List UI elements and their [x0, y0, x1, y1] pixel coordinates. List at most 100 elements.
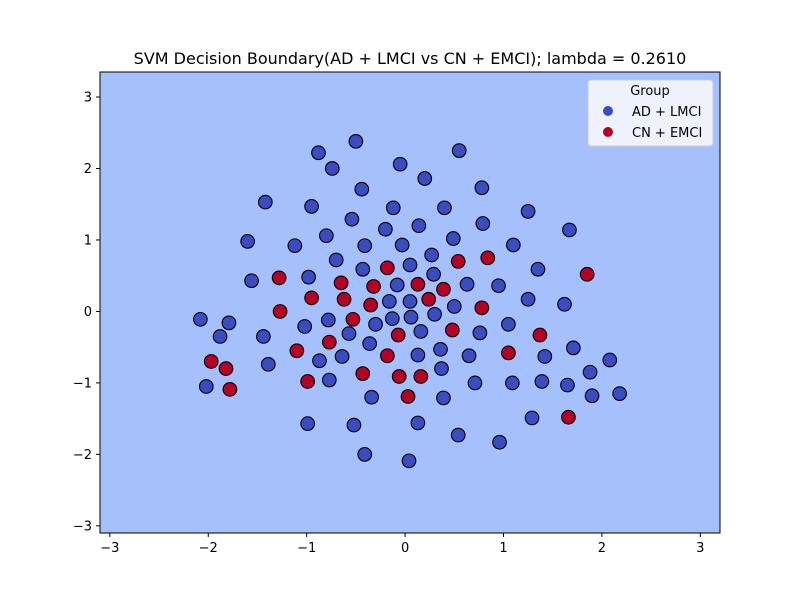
point-cn-emci: [391, 369, 407, 384]
point-ad-lmci: [445, 231, 461, 246]
point-ad-lmci: [417, 171, 433, 186]
point-ad-lmci: [505, 237, 521, 253]
point-ad-lmci: [357, 447, 373, 462]
point-cn-emci: [271, 270, 287, 286]
point-ad-lmci: [364, 389, 379, 405]
point-ad-lmci: [301, 269, 316, 285]
point-cn-emci: [222, 381, 238, 397]
point-ad-lmci: [411, 218, 427, 234]
point-ad-lmci: [437, 200, 452, 216]
point-ad-lmci: [602, 352, 618, 368]
point-ad-lmci: [491, 278, 506, 294]
point-cn-emci: [355, 366, 371, 381]
point-ad-lmci: [212, 329, 228, 344]
point-ad-lmci: [304, 199, 319, 214]
point-cn-emci: [380, 348, 395, 364]
point-ad-lmci: [472, 325, 488, 341]
point-ad-lmci: [446, 299, 462, 314]
point-cn-emci: [400, 389, 416, 404]
point-cn-emci: [366, 279, 381, 294]
point-ad-lmci: [381, 294, 397, 309]
point-ad-lmci: [402, 257, 418, 273]
point-ad-lmci: [221, 315, 237, 331]
point-cn-emci: [300, 374, 316, 389]
point-cn-emci: [444, 322, 460, 338]
point-cn-emci: [289, 343, 305, 359]
chart-title: SVM Decision Boundary(AD + LMCI vs CN + …: [134, 49, 687, 68]
point-ad-lmci: [300, 416, 316, 431]
x-tick-label: −3: [100, 541, 119, 556]
x-tick-label: 0: [401, 541, 409, 556]
point-ad-lmci: [537, 349, 553, 364]
point-ad-lmci: [355, 261, 371, 277]
point-cn-emci: [579, 266, 595, 282]
point-cn-emci: [380, 260, 395, 276]
point-cn-emci: [218, 361, 234, 376]
point-ad-lmci: [357, 238, 373, 254]
y-tick-label: −3: [73, 519, 92, 534]
legend-label-ad-lmci: AD + LMCI: [632, 105, 701, 120]
point-cn-emci: [272, 304, 288, 319]
point-ad-lmci: [394, 237, 410, 253]
point-ad-lmci: [257, 194, 273, 210]
point-ad-lmci: [346, 417, 362, 433]
point-ad-lmci: [461, 348, 477, 364]
y-tick-label: 1: [84, 233, 92, 248]
point-cn-emci: [450, 254, 466, 269]
point-ad-lmci: [474, 180, 490, 196]
point-ad-lmci: [244, 273, 259, 289]
point-ad-lmci: [584, 388, 600, 404]
point-ad-lmci: [459, 276, 475, 292]
y-tick-label: 0: [84, 305, 92, 320]
point-cn-emci: [304, 290, 319, 306]
point-ad-lmci: [413, 324, 429, 339]
point-ad-lmci: [385, 200, 401, 216]
point-cn-emci: [321, 334, 337, 350]
point-ad-lmci: [368, 316, 383, 332]
point-ad-lmci: [530, 261, 546, 277]
legend-label-cn-emci: CN + EMCI: [632, 126, 702, 141]
point-ad-lmci: [410, 347, 426, 363]
point-cn-emci: [474, 300, 490, 316]
x-tick-label: 2: [598, 541, 606, 556]
point-cn-emci: [345, 311, 361, 327]
plot-frame: [99, 71, 721, 534]
point-ad-lmci: [426, 266, 441, 282]
point-ad-lmci: [240, 234, 255, 249]
point-ad-lmci: [424, 247, 440, 263]
point-ad-lmci: [451, 143, 467, 158]
legend-marker-cn-emci: [603, 127, 613, 137]
point-ad-lmci: [354, 181, 370, 197]
point-ad-lmci: [534, 374, 550, 389]
point-ad-lmci: [344, 211, 360, 227]
point-ad-lmci: [348, 133, 364, 149]
y-tick-label: 3: [84, 91, 92, 106]
point-ad-lmci: [475, 216, 491, 231]
point-cn-emci: [501, 345, 516, 361]
point-ad-lmci: [524, 410, 540, 426]
y-tick-label: −2: [73, 448, 92, 463]
point-ad-lmci: [566, 340, 581, 356]
point-ad-lmci: [334, 349, 350, 364]
point-ad-lmci: [562, 222, 577, 238]
y-tick-label: −1: [73, 376, 92, 391]
point-ad-lmci: [434, 361, 449, 376]
point-cn-emci: [203, 354, 219, 369]
point-ad-lmci: [557, 296, 572, 312]
point-ad-lmci: [560, 377, 575, 393]
point-cn-emci: [436, 281, 451, 297]
point-ad-lmci: [402, 294, 418, 309]
point-ad-lmci: [287, 238, 303, 254]
point-ad-lmci: [450, 427, 466, 443]
point-ad-lmci: [311, 145, 326, 161]
point-ad-lmci: [318, 228, 334, 244]
legend-box: [587, 79, 714, 147]
point-cn-emci: [390, 327, 406, 343]
y-axis: −3 −2 −1 0 1 2 3: [73, 91, 100, 534]
x-tick-label: −2: [199, 541, 218, 556]
point-ad-lmci: [427, 306, 442, 322]
point-ad-lmci: [436, 390, 451, 406]
point-ad-lmci: [582, 364, 598, 380]
point-cn-emci: [413, 369, 429, 384]
